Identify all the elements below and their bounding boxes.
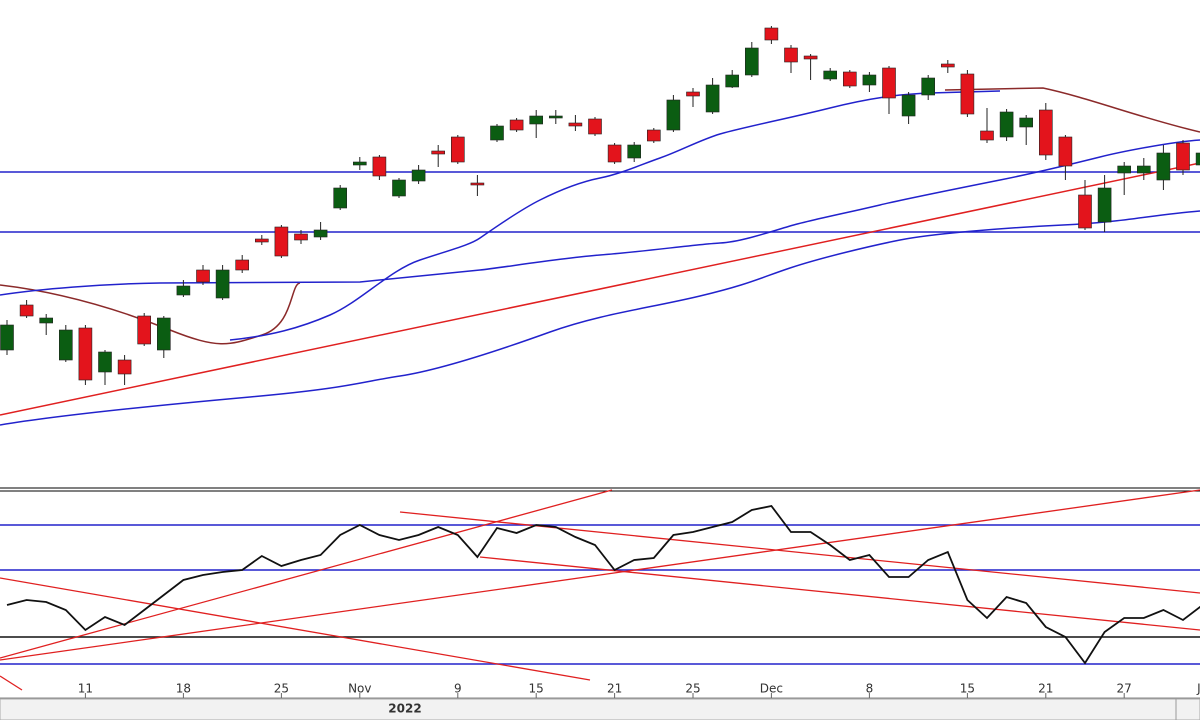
x-tick-label: 15 [529, 682, 544, 696]
x-tick-label: 11 [78, 682, 93, 696]
candle-body [98, 351, 112, 373]
candle-body [1039, 109, 1053, 156]
candle-body [882, 67, 896, 99]
candle-body [568, 122, 583, 127]
x-tick-label: 9 [454, 682, 462, 696]
candle-body [803, 55, 818, 60]
candle-body [1195, 152, 1200, 166]
candle-body [764, 27, 779, 41]
axis-frame: 2022 [0, 697, 1200, 720]
moving-average [944, 87, 1200, 133]
x-tick-label: 8 [866, 682, 874, 696]
trend-line [0, 489, 613, 659]
candle-body [411, 169, 426, 182]
candle-body [450, 136, 465, 163]
indicator-line [6, 505, 1200, 665]
candle-body [744, 47, 759, 76]
candle-body [392, 179, 406, 197]
candle-body [842, 71, 857, 87]
candle-body [607, 144, 622, 163]
candle-body [294, 233, 308, 241]
candle-body [78, 327, 93, 381]
moving-average [0, 210, 1200, 426]
candle-body [980, 130, 994, 141]
candle-body [255, 238, 269, 243]
candle-body [58, 329, 73, 361]
candle-body [1176, 142, 1190, 171]
candle-body [588, 118, 602, 135]
candle-body [705, 84, 720, 113]
x-tick-label: 25 [685, 682, 700, 696]
x-tick-label: 27 [1117, 682, 1132, 696]
candle-body [823, 70, 838, 80]
candle-body [1156, 152, 1171, 181]
candle-body [352, 161, 367, 166]
candle-body [490, 125, 504, 141]
candle-body [646, 129, 661, 142]
candle-body [19, 304, 34, 317]
moving-average [0, 282, 301, 345]
trend-line [479, 556, 1200, 631]
candle-body [39, 317, 54, 324]
trend-line [0, 489, 1200, 661]
moving-average [0, 139, 1200, 296]
x-tick-label: Nov [348, 682, 371, 696]
candle-body [176, 285, 191, 296]
candle-body [862, 74, 877, 86]
x-tick-label: 21 [1038, 682, 1053, 696]
candle-body [1019, 117, 1034, 128]
candle-body [431, 150, 446, 155]
candle-body [470, 182, 485, 186]
candle-body [784, 47, 798, 63]
trend-line [0, 577, 591, 681]
indicator-overlays [0, 487, 1200, 691]
candle-body [627, 144, 642, 159]
candle-body [509, 119, 524, 131]
candle-body [274, 226, 289, 257]
candle-body [1097, 187, 1112, 223]
x-tick-label: Dec [760, 682, 783, 696]
candle-body [1058, 136, 1073, 167]
candle-body [313, 229, 328, 238]
candle-body [0, 324, 14, 351]
candle-body [940, 63, 955, 68]
candle-body [196, 269, 210, 283]
candle-body [333, 187, 348, 209]
candle-body [548, 115, 563, 119]
candle-body [117, 359, 132, 375]
x-tick-label: 25 [274, 682, 289, 696]
candle-body [921, 77, 936, 96]
candle-body [1078, 194, 1092, 229]
candle-body [686, 91, 700, 97]
year-strip [0, 698, 1200, 720]
candle-body [372, 156, 387, 177]
candle-body [137, 315, 151, 345]
x-tick-label: Ja [1196, 682, 1200, 696]
candle-body [666, 99, 681, 131]
price-overlays [0, 87, 1200, 426]
x-tick-label: 15 [960, 682, 975, 696]
candle-body [1117, 165, 1131, 174]
x-tick-label: 21 [607, 682, 622, 696]
year-label: 2022 [388, 702, 421, 716]
x-tick-label: 18 [176, 682, 191, 696]
moving-average [229, 90, 1001, 341]
candle-body [157, 317, 171, 351]
candle-body [529, 115, 544, 125]
trend-line [0, 162, 1200, 416]
candle-body [960, 73, 975, 115]
candle-body [1137, 165, 1151, 174]
trend-line [0, 675, 23, 691]
candle-body [235, 259, 249, 271]
candle-body [725, 74, 740, 88]
candle-body [901, 94, 916, 117]
candle-body [215, 269, 230, 299]
candle-body [999, 111, 1014, 138]
